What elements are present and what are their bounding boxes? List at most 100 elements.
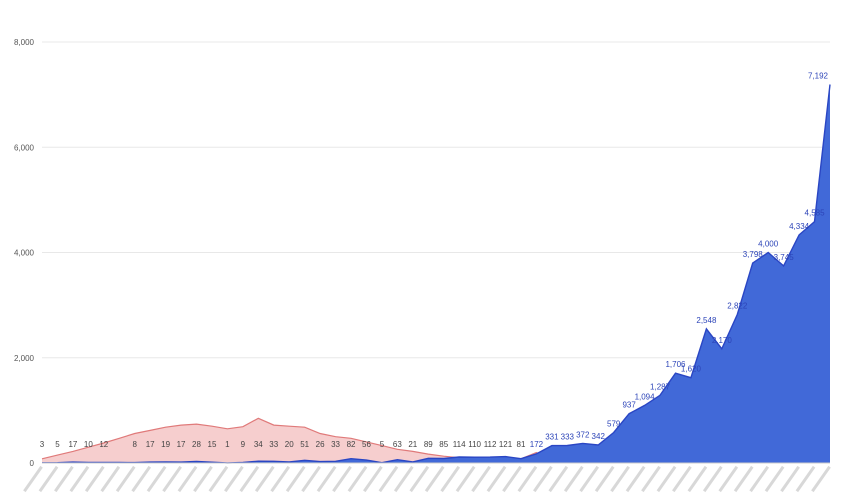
x-tick-mark	[764, 465, 785, 493]
data-label: 2,548	[696, 316, 717, 325]
x-tick-mark	[610, 465, 630, 493]
data-label: 331	[545, 433, 559, 442]
x-tick-mark	[224, 465, 244, 493]
data-label: 19	[161, 440, 170, 449]
x-tick-mark	[378, 465, 399, 493]
x-tick-mark	[749, 465, 770, 493]
data-label: 3,745	[774, 253, 795, 262]
x-tick-mark	[455, 465, 476, 493]
data-label: 342	[592, 432, 606, 441]
x-tick-mark	[687, 465, 708, 493]
x-tick-mark	[780, 465, 800, 493]
data-label: 34	[254, 440, 263, 449]
y-axis-ticks: 0 2,000 4,000 6,000 8,000	[14, 38, 35, 468]
x-tick-mark	[533, 465, 553, 493]
x-tick-mark	[718, 465, 739, 493]
data-label: 2,822	[727, 301, 748, 310]
data-label: 17	[68, 440, 77, 449]
data-label: 110	[468, 440, 481, 449]
data-label: 4,585	[805, 209, 826, 218]
data-label: 2,170	[712, 336, 733, 345]
y-tick-label: 6,000	[14, 143, 35, 152]
x-tick-mark	[38, 465, 59, 493]
x-tick-mark	[84, 465, 105, 493]
x-tick-mark	[177, 465, 198, 493]
x-tick-mark	[594, 465, 615, 493]
x-tick-mark	[656, 465, 677, 493]
x-tick-mark	[363, 465, 383, 493]
data-label: 21	[408, 440, 417, 449]
data-label: 5	[55, 440, 60, 449]
x-tick-mark	[486, 465, 507, 493]
series-red-area	[42, 418, 830, 463]
y-tick-label: 0	[30, 459, 35, 468]
x-tick-mark	[347, 465, 368, 493]
x-tick-mark	[424, 465, 445, 493]
data-label: 112	[484, 440, 497, 449]
data-label: 9	[241, 440, 246, 449]
x-tick-mark	[54, 465, 74, 493]
x-tick-mark	[471, 465, 491, 493]
x-tick-mark	[625, 465, 646, 493]
x-tick-mark	[548, 465, 569, 493]
data-label: 1,620	[681, 365, 702, 374]
x-tick-mark	[316, 465, 337, 493]
data-label: 26	[316, 440, 325, 449]
data-label: 63	[393, 440, 402, 449]
x-tick-mark	[208, 465, 229, 493]
data-labels: 3 5 17 10 12 8 17 19 17 28 15 1 9 34 33 20 51 26 33 82 56 5 63…	[40, 72, 829, 449]
y-tick-label: 2,000	[14, 354, 35, 363]
data-label: 85	[439, 440, 448, 449]
data-label: 3,798	[743, 250, 764, 259]
x-tick-mark	[393, 465, 414, 493]
x-tick-mark	[270, 465, 291, 493]
series-blue-line	[41, 84, 831, 464]
data-label: 4,334	[789, 222, 810, 231]
data-label: 372	[576, 430, 590, 439]
x-tick-mark	[795, 465, 816, 493]
x-tick-mark	[517, 465, 538, 493]
data-label: 1,287	[650, 382, 671, 391]
x-tick-mark	[672, 465, 692, 493]
data-label: 81	[517, 440, 526, 449]
data-label: 17	[146, 440, 155, 449]
x-tick-mark	[301, 465, 321, 493]
x-tick-mark	[254, 465, 275, 493]
data-label: 937	[622, 401, 636, 410]
data-label: 33	[331, 440, 340, 449]
x-tick-mark	[502, 465, 522, 493]
series-areas	[41, 84, 831, 464]
data-label: 7,192	[808, 72, 829, 81]
data-label: 15	[208, 440, 217, 449]
x-tick-mark	[579, 465, 600, 493]
data-label: 579	[607, 420, 621, 429]
data-label: 33	[269, 440, 278, 449]
x-tick-mark	[285, 465, 306, 493]
y-tick-label: 4,000	[14, 249, 35, 258]
data-label: 1,094	[635, 392, 656, 401]
x-tick-mark	[563, 465, 584, 493]
data-label: 1,706	[665, 360, 686, 369]
data-label: 3	[40, 440, 45, 449]
x-axis-ticks	[23, 462, 831, 493]
x-tick-mark	[193, 465, 213, 493]
x-tick-mark	[69, 465, 90, 493]
x-tick-mark	[702, 465, 723, 493]
data-label: 114	[453, 440, 466, 449]
series-blue-area	[42, 84, 830, 463]
x-tick-mark	[146, 465, 167, 493]
x-tick-mark	[131, 465, 152, 493]
data-label: 5	[380, 440, 385, 449]
data-label: 8	[132, 440, 137, 449]
data-label: 4,000	[758, 240, 779, 249]
data-label: 20	[285, 440, 294, 449]
data-label: 56	[362, 440, 371, 449]
x-tick-mark	[100, 465, 121, 493]
x-tick-mark	[239, 465, 260, 493]
x-tick-mark	[409, 465, 430, 493]
x-tick-mark	[23, 465, 43, 493]
data-label: 10	[84, 440, 93, 449]
data-label: 172	[530, 440, 544, 449]
x-tick-mark	[733, 465, 754, 493]
data-label: 333	[561, 432, 575, 441]
